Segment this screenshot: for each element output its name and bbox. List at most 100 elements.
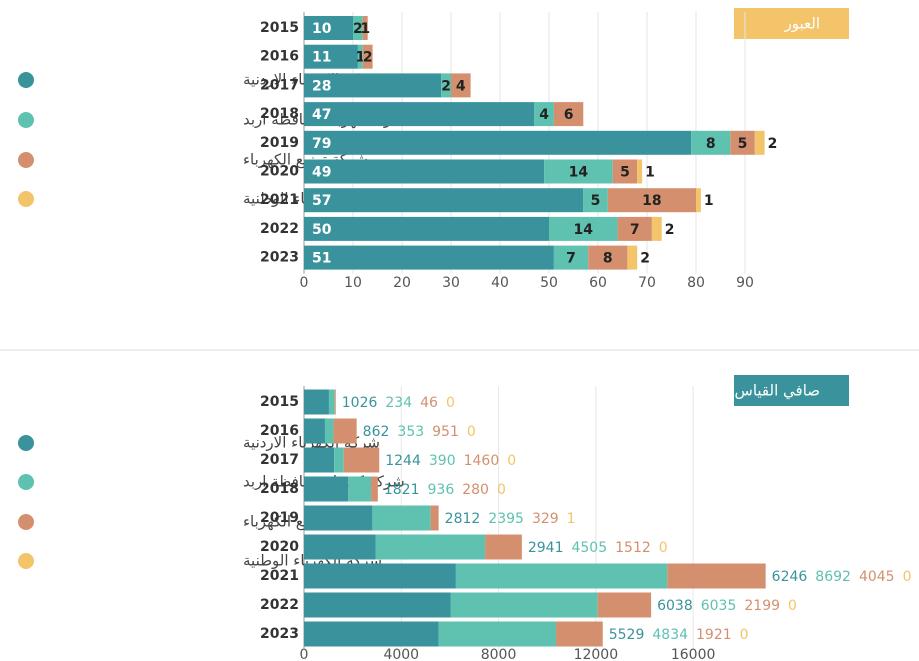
- bar-segment: [627, 245, 638, 270]
- x-tick-label: 0: [300, 275, 309, 291]
- value-label: 11: [312, 50, 331, 66]
- bar-segment: [304, 245, 554, 270]
- value-label: 6038: [657, 598, 693, 614]
- bar-segment: [333, 418, 357, 444]
- y-tick-label: 2022: [260, 221, 299, 237]
- legend-swatch: [18, 514, 34, 530]
- value-label: 5: [591, 193, 601, 209]
- y-tick-label: 2017: [260, 452, 299, 468]
- value-label: 1026: [342, 395, 378, 411]
- value-label: 234: [385, 395, 412, 411]
- value-label: 1821: [384, 482, 420, 498]
- value-label: 1: [567, 511, 576, 527]
- bar-segment: [617, 216, 652, 241]
- bar-segment: [450, 592, 598, 618]
- bar-segment: [348, 476, 372, 502]
- bar-segment: [304, 73, 442, 98]
- bar-segment: [304, 621, 439, 647]
- value-label: 5: [738, 136, 748, 152]
- x-tick-label: 90: [736, 275, 754, 291]
- bar-segment: [304, 130, 692, 155]
- y-tick-label: 2018: [260, 106, 299, 122]
- value-label: 51: [312, 251, 331, 267]
- bar-segment: [430, 505, 439, 531]
- x-tick-label: 70: [638, 275, 656, 291]
- value-label: 0: [507, 453, 516, 469]
- value-label: 57: [312, 193, 331, 209]
- value-label: 390: [429, 453, 456, 469]
- bar-segment: [588, 245, 628, 270]
- value-label: 2: [768, 136, 778, 152]
- legend-swatch: [18, 435, 34, 451]
- value-label: 4: [456, 78, 466, 94]
- bar-segment: [556, 621, 603, 647]
- value-label: 46: [420, 395, 438, 411]
- value-label: 7: [566, 251, 576, 267]
- value-label: 1: [704, 193, 714, 209]
- bar-segment: [553, 102, 584, 127]
- legend-swatch: [18, 191, 34, 207]
- chart-title-box: [734, 8, 849, 39]
- y-tick-label: 2023: [260, 626, 299, 642]
- bar-segment: [304, 476, 349, 502]
- y-tick-label: 2020: [260, 164, 299, 180]
- value-label: 14: [569, 165, 589, 181]
- value-label: 936: [428, 482, 455, 498]
- x-tick-label: 60: [589, 275, 607, 291]
- bar-segment: [304, 216, 549, 241]
- chart-title: صافي القياس: [735, 382, 820, 401]
- value-label: 18: [642, 193, 661, 209]
- bar-segment: [304, 16, 353, 40]
- x-tick-label: 10: [344, 275, 362, 291]
- value-label: 0: [788, 598, 797, 614]
- y-tick-label: 2021: [260, 568, 299, 584]
- value-label: 1460: [464, 453, 500, 469]
- x-tick-label: 0: [300, 647, 309, 661]
- value-label: 47: [312, 107, 331, 123]
- value-label: 0: [446, 395, 455, 411]
- value-label: 353: [397, 424, 424, 440]
- value-label: 1: [355, 50, 365, 66]
- bar-segment: [304, 563, 456, 589]
- value-label: 79: [312, 136, 331, 152]
- y-tick-label: 2016: [260, 49, 299, 65]
- value-label: 0: [903, 569, 912, 585]
- bar-segment: [612, 159, 638, 184]
- bar-segment: [375, 534, 486, 560]
- bar-segment: [637, 159, 643, 184]
- value-label: 10: [312, 21, 332, 37]
- legend-swatch: [18, 474, 34, 490]
- bar-segment: [549, 216, 618, 241]
- value-label: 0: [740, 627, 749, 643]
- value-label: 2: [640, 251, 650, 267]
- bar-segment: [304, 159, 545, 184]
- value-label: 28: [312, 78, 331, 94]
- bar-segment: [304, 44, 358, 69]
- value-label: 8: [706, 136, 716, 152]
- legend-swatch: [18, 112, 34, 128]
- bar-segment: [485, 534, 522, 560]
- bar-segment: [441, 73, 451, 98]
- y-tick-label: 2015: [260, 394, 299, 410]
- bar-segment: [334, 389, 336, 415]
- bar-segment: [328, 389, 335, 415]
- x-tick-label: 80: [687, 275, 705, 291]
- x-tick-label: 40: [491, 275, 509, 291]
- legend-swatch: [18, 152, 34, 168]
- value-label: 4045: [859, 569, 895, 585]
- bar-segment: [304, 389, 329, 415]
- bar-segment: [730, 130, 755, 155]
- value-label: 0: [659, 540, 668, 556]
- y-tick-label: 2022: [260, 597, 299, 613]
- value-label: 4834: [652, 627, 688, 643]
- value-label: 1244: [385, 453, 421, 469]
- bar-segment: [691, 130, 731, 155]
- bar-segment: [651, 216, 662, 241]
- value-label: 14: [574, 222, 594, 238]
- value-label: 1: [360, 21, 370, 37]
- value-label: 2395: [488, 511, 524, 527]
- bar-segment: [362, 16, 368, 40]
- value-label: 1: [645, 165, 655, 181]
- value-label: 2: [665, 222, 675, 238]
- value-label: 49: [312, 165, 331, 181]
